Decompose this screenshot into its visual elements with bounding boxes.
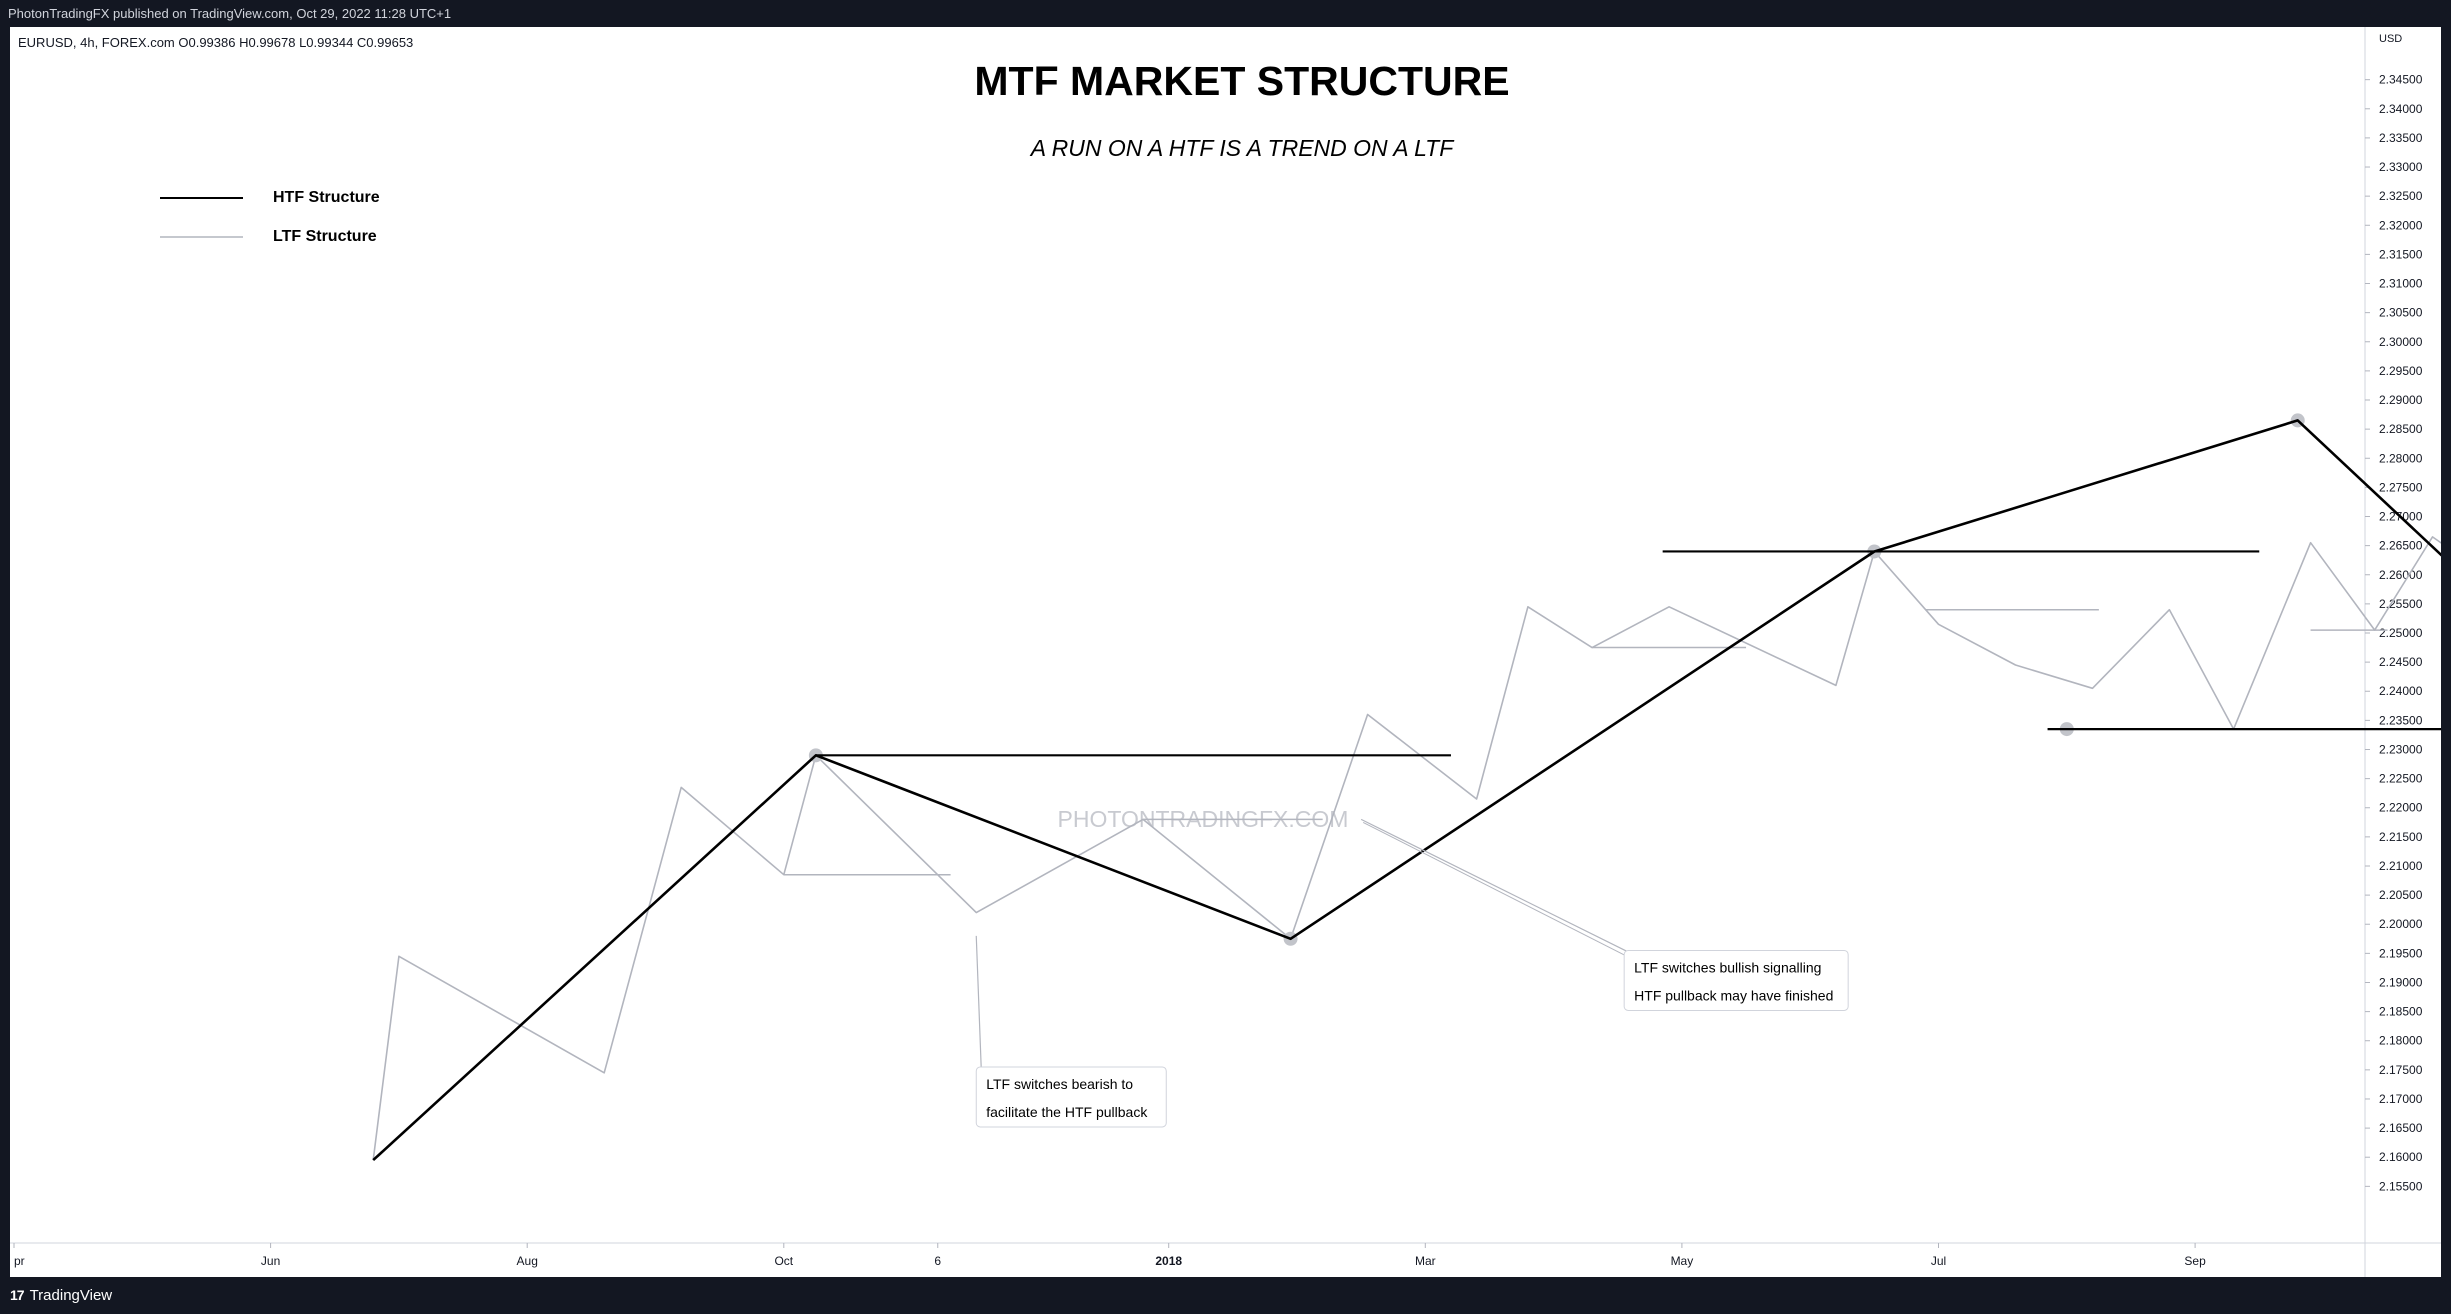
price-tick-label: 2.25000 (2379, 626, 2423, 640)
htf-structure-line (372, 419, 2441, 1162)
annotation-box (975, 1066, 1167, 1128)
ltf-structure-line (372, 536, 2441, 1161)
currency-label: USD (2379, 33, 2402, 45)
tradingview-logo-icon: 17 (10, 1287, 25, 1303)
price-tick-label: 2.30000 (2379, 335, 2423, 349)
price-tick-label: 2.22500 (2379, 772, 2423, 786)
annotation-pointer (1360, 818, 1630, 953)
price-tick-label: 2.31000 (2379, 277, 2423, 291)
publisher-bar: PhotonTradingFX published on TradingView… (0, 0, 2451, 27)
price-tick-label: 2.26500 (2379, 539, 2423, 553)
price-tick-label: 2.20500 (2379, 888, 2423, 902)
legend-htf-label: HTF Structure (273, 189, 380, 206)
time-tick-label: Jun (261, 1254, 280, 1268)
annotations: LTF switches bearish to facilitate the HT… (975, 818, 1849, 1128)
price-tick-label: 2.23000 (2379, 742, 2423, 756)
price-tick-label: 2.25500 (2379, 597, 2423, 611)
price-tick-label: 2.16500 (2379, 1121, 2423, 1135)
price-tick-label: 2.29000 (2379, 393, 2423, 407)
price-tick-label: 2.24000 (2379, 684, 2423, 698)
chart-frame[interactable]: EURUSD, 4h, FOREX.com O0.99386 H0.99678 … (10, 27, 2441, 1277)
annotation-pointer (975, 935, 982, 1069)
time-tick-label: Mar (1415, 1254, 1436, 1268)
time-tick-label: 2018 (1155, 1254, 1182, 1268)
price-tick-label: 2.18500 (2379, 1005, 2423, 1019)
price-tick-label: 2.21500 (2379, 830, 2423, 844)
price-tick-label: 2.28500 (2379, 422, 2423, 436)
price-tick-label: 2.19500 (2379, 946, 2423, 960)
price-tick-label: 2.28000 (2379, 451, 2423, 465)
price-tick-label: 2.34500 (2379, 73, 2423, 87)
price-tick-label: 2.18000 (2379, 1034, 2423, 1048)
chart-subtitle: A RUN ON A HTF IS A TREND ON A LTF (1029, 135, 1455, 161)
price-tick-label: 2.31500 (2379, 247, 2423, 261)
price-tick-label: 2.32000 (2379, 218, 2423, 232)
annotation-box (1623, 949, 1849, 1011)
price-tick-label: 2.26000 (2379, 568, 2423, 582)
annotation-text: facilitate the HTF pullback (986, 1104, 1148, 1120)
chart-canvas[interactable]: EURUSD, 4h, FOREX.com O0.99386 H0.99678 … (10, 27, 2441, 1277)
published-text: PhotonTradingFX published on TradingView… (8, 6, 452, 21)
time-tick-label: Oct (774, 1254, 793, 1268)
time-axis[interactable]: prJunAugOct62018MarMayJulSepNov2019MarMa… (13, 1243, 2441, 1268)
price-tick-label: 2.17000 (2379, 1092, 2423, 1106)
price-tick-label: 2.23500 (2379, 713, 2423, 727)
annotation-text: HTF pullback may have finished (1634, 987, 1833, 1003)
price-tick-label: 2.22000 (2379, 801, 2423, 815)
annotation-pointer (1362, 821, 1628, 957)
price-tick-label: 2.21000 (2379, 859, 2423, 873)
time-tick-label: pr (14, 1254, 25, 1268)
chart-title: MTF MARKET STRUCTURE (974, 58, 1509, 104)
legend: HTF Structure LTF Structure (160, 189, 380, 245)
time-tick-label: Sep (2184, 1254, 2206, 1268)
price-axis[interactable]: 2.34500 2.34000 2.33500 2.33000 2.32500 2.320… (2365, 73, 2423, 1194)
symbol-info: EURUSD, 4h, FOREX.com O0.99386 H0.99678 … (18, 35, 413, 50)
price-tick-label: 2.17500 (2379, 1063, 2423, 1077)
price-tick-label: 2.24500 (2379, 655, 2423, 669)
price-tick-label: 2.27500 (2379, 480, 2423, 494)
price-tick-label: 2.34000 (2379, 102, 2423, 116)
price-tick-label: 2.19000 (2379, 975, 2423, 989)
time-tick-label: Aug (517, 1254, 538, 1268)
tradingview-brand: TradingView (29, 1287, 113, 1304)
price-tick-label: 2.33500 (2379, 131, 2423, 145)
annotation-text: LTF switches bearish to (986, 1076, 1133, 1092)
price-tick-label: 2.29500 (2379, 364, 2423, 378)
time-tick-label: Jul (1931, 1254, 1946, 1268)
time-tick-label: May (1671, 1254, 1694, 1268)
plot-area (372, 413, 2441, 1162)
tradingview-footer: 17 TradingView (0, 1277, 2451, 1314)
price-tick-label: 2.16000 (2379, 1150, 2423, 1164)
time-tick-label: 6 (934, 1254, 941, 1268)
price-tick-label: 2.30500 (2379, 306, 2423, 320)
price-tick-label: 2.33000 (2379, 160, 2423, 174)
annotation-text: LTF switches bullish signalling (1634, 959, 1821, 975)
price-tick-label: 2.20000 (2379, 917, 2423, 931)
legend-ltf-label: LTF Structure (273, 228, 377, 245)
price-tick-label: 2.15500 (2379, 1179, 2423, 1193)
price-tick-label: 2.32500 (2379, 189, 2423, 203)
